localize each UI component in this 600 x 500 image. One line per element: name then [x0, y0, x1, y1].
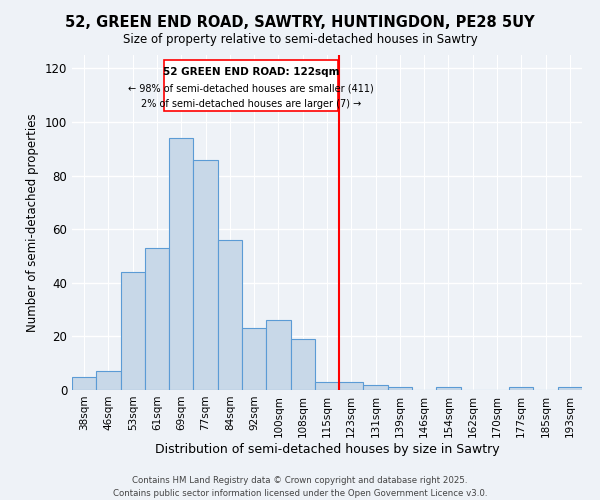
Bar [193, 160, 218, 390]
Bar [169, 138, 193, 390]
Bar [339, 382, 364, 390]
Bar [509, 388, 533, 390]
Text: 52, GREEN END ROAD, SAWTRY, HUNTINGDON, PE28 5UY: 52, GREEN END ROAD, SAWTRY, HUNTINGDON, … [65, 15, 535, 30]
Bar [218, 240, 242, 390]
Y-axis label: Number of semi-detached properties: Number of semi-detached properties [26, 113, 39, 332]
Bar [242, 328, 266, 390]
Bar [266, 320, 290, 390]
X-axis label: Distribution of semi-detached houses by size in Sawtry: Distribution of semi-detached houses by … [155, 442, 499, 456]
Text: 52 GREEN END ROAD: 122sqm: 52 GREEN END ROAD: 122sqm [163, 67, 340, 77]
Bar [364, 384, 388, 390]
Bar [72, 376, 96, 390]
Bar [436, 388, 461, 390]
Text: Size of property relative to semi-detached houses in Sawtry: Size of property relative to semi-detach… [122, 32, 478, 46]
Text: Contains HM Land Registry data © Crown copyright and database right 2025.
Contai: Contains HM Land Registry data © Crown c… [113, 476, 487, 498]
Bar [558, 388, 582, 390]
Text: ← 98% of semi-detached houses are smaller (411): ← 98% of semi-detached houses are smalle… [128, 83, 374, 93]
Bar [96, 371, 121, 390]
Bar [290, 339, 315, 390]
Bar [121, 272, 145, 390]
Bar [145, 248, 169, 390]
Bar [388, 388, 412, 390]
FancyBboxPatch shape [164, 60, 338, 112]
Text: 2% of semi-detached houses are larger (7) →: 2% of semi-detached houses are larger (7… [141, 99, 361, 109]
Bar [315, 382, 339, 390]
